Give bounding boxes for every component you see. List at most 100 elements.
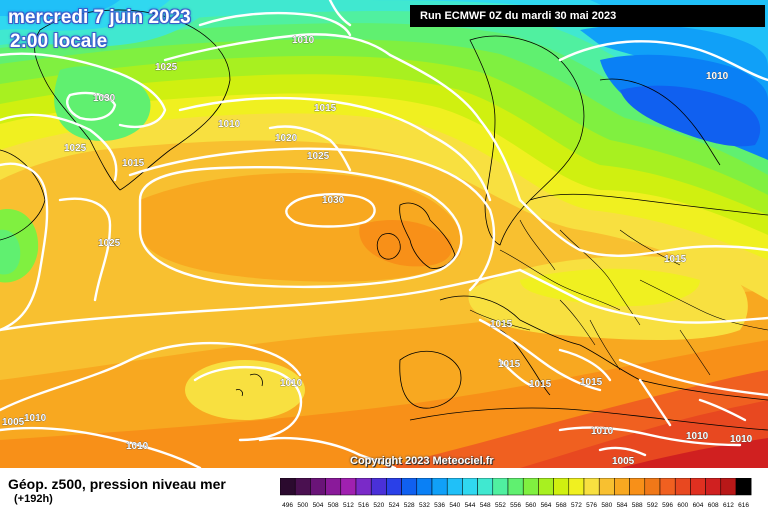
isobar-label: 1015 <box>314 103 337 114</box>
scale-tick-label: 572 <box>571 502 582 509</box>
scale-swatch <box>522 478 539 496</box>
scale-tick-label: 584 <box>617 502 628 509</box>
isobar-labels: 1010 1025 1030 1010 1025 1015 1020 1015 … <box>2 35 753 468</box>
scale-swatch <box>370 478 387 496</box>
legend-subtitle: (+192h) <box>14 493 53 505</box>
scale-tick-label: 600 <box>677 502 688 509</box>
weather-map: 1010 1025 1030 1010 1025 1015 1020 1015 … <box>0 0 768 468</box>
scale-tick-label: 548 <box>480 502 491 509</box>
scale-tick-label: 512 <box>343 502 354 509</box>
isobar-label: 1030 <box>93 93 116 104</box>
color-scale-bar: 496 500 504 508 512 516 520 524 528 532 536 540 544 5… <box>280 478 752 509</box>
isobar-label: 1015 <box>529 379 552 390</box>
isobar-label: 1010 <box>292 35 315 46</box>
field-band-540 <box>500 0 768 118</box>
scale-tick-label: 604 <box>693 502 704 509</box>
scale-tick-label: 588 <box>632 502 643 509</box>
scale-swatch <box>355 478 372 496</box>
scale-swatch <box>416 478 433 496</box>
scale-swatch <box>401 478 418 496</box>
field-band-528 <box>620 85 761 147</box>
scale-tick-label: 580 <box>601 502 612 509</box>
field-band-552 <box>0 0 768 160</box>
scale-tick-label: 516 <box>358 502 369 509</box>
borders <box>469 219 768 376</box>
isobar-label: 1025 <box>98 238 121 249</box>
legend-title: Géop. z500, pression niveau mer <box>8 476 226 492</box>
field-west-556 <box>0 229 21 275</box>
scale-swatch <box>583 478 600 496</box>
isobar-label: 1010 <box>218 119 241 130</box>
field-greenland-556 <box>54 66 151 141</box>
scale-tick-label: 608 <box>708 502 719 509</box>
forecast-date: mercredi 7 juin 2023 <box>8 7 191 28</box>
isobar-label: 1010 <box>591 426 614 437</box>
isobar-label: 1010 <box>280 378 303 389</box>
field-band-536 <box>580 24 768 110</box>
scale-tick-label: 536 <box>434 502 445 509</box>
scale-swatch <box>705 478 722 496</box>
scale-tick-label: 504 <box>313 502 324 509</box>
scale-tick-label: 544 <box>465 502 476 509</box>
scale-tick-label: 564 <box>541 502 552 509</box>
isobar-label: 1025 <box>155 62 178 73</box>
field-band-548 <box>0 0 768 145</box>
isobar-label: 1010 <box>126 441 149 452</box>
scale-tick-label: 596 <box>662 502 673 509</box>
scale-tick-label: 552 <box>495 502 506 509</box>
color-scale: 496 500 504 508 512 516 520 524 528 532 536 540 544 5… <box>280 478 760 510</box>
scale-swatch <box>507 478 524 496</box>
field-ridge-588 <box>359 220 452 267</box>
isobar-label: 1020 <box>275 133 298 144</box>
scale-tick-label: 556 <box>510 502 521 509</box>
scale-swatch <box>735 478 752 496</box>
isobar-label: 1025 <box>307 151 330 162</box>
isobar-label: 1015 <box>490 319 513 330</box>
scale-swatch <box>553 478 570 496</box>
scale-swatch <box>462 478 478 496</box>
isobar-label: 1005 <box>612 456 635 467</box>
scale-swatch <box>280 478 296 496</box>
field-nw-540 <box>0 0 120 18</box>
scale-tick-label: 576 <box>586 502 597 509</box>
isobar-label: 1015 <box>122 158 145 169</box>
field-pocket-576-west <box>185 360 305 420</box>
scale-tick-label: 612 <box>723 502 734 509</box>
isobar-label: 1010 <box>706 71 729 82</box>
scale-swatch <box>325 478 342 496</box>
scale-tick-label: 616 <box>738 502 749 509</box>
scale-swatch <box>310 478 326 496</box>
scale-swatch <box>340 478 357 496</box>
scale-tick-label: 592 <box>647 502 658 509</box>
scale-swatch <box>720 478 737 496</box>
isobar-label: 1030 <box>322 195 345 206</box>
field-pocket-572-europe <box>520 268 700 307</box>
scale-tick-label: 520 <box>373 502 384 509</box>
scale-tick-label: 500 <box>297 502 308 509</box>
scale-swatch <box>431 478 448 496</box>
copyright: Copyright 2023 Meteociel.fr <box>350 455 494 467</box>
scale-swatch <box>674 478 691 496</box>
map-canvas: 1010 1025 1030 1010 1025 1015 1020 1015 … <box>0 0 768 468</box>
isobar-label: 1005 <box>2 417 25 428</box>
forecast-time: 2:00 locale <box>10 31 108 52</box>
scale-tick-label: 528 <box>404 502 415 509</box>
scale-swatch <box>614 478 630 496</box>
scale-swatch <box>598 478 615 496</box>
scale-swatch <box>629 478 646 496</box>
scale-tick-label: 496 <box>282 502 293 509</box>
scale-tick-label: 524 <box>389 502 400 509</box>
isobar-label: 1015 <box>498 359 521 370</box>
scale-swatch <box>644 478 661 496</box>
isobar-label: 1010 <box>24 413 47 424</box>
run-info: Run ECMWF 0Z du mardi 30 mai 2023 <box>410 5 765 27</box>
isobar-label: 1010 <box>730 434 753 445</box>
scale-swatch <box>446 478 463 496</box>
isobar-label: 1025 <box>64 143 87 154</box>
scale-swatch <box>659 478 676 496</box>
scale-tick-label: 568 <box>556 502 567 509</box>
isobar-label: 1015 <box>580 377 603 388</box>
isobar-label: 1015 <box>664 254 687 265</box>
scale-swatch <box>492 478 509 496</box>
scale-tick-label: 560 <box>525 502 536 509</box>
